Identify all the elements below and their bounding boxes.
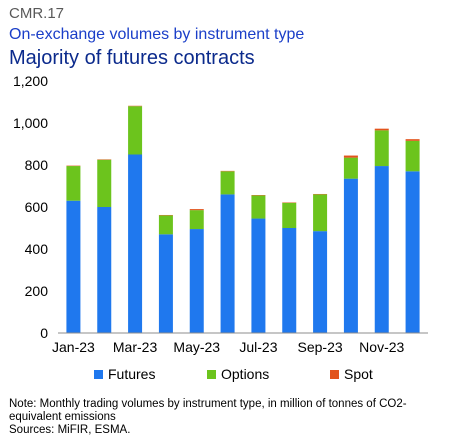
y-tick-label: 1,200 xyxy=(13,73,48,89)
bar-options-nov-23 xyxy=(374,130,389,167)
bar-futures-feb-23 xyxy=(97,207,112,333)
legend-item-futures: Futures xyxy=(94,366,155,382)
chart-legend: Futures Options Spot xyxy=(0,366,460,386)
bar-options-oct-23 xyxy=(343,157,358,179)
bar-spot-oct-23 xyxy=(343,155,358,158)
legend-swatch-spot xyxy=(330,369,339,379)
legend-label-spot: Spot xyxy=(344,366,373,382)
y-tick-label: 800 xyxy=(25,157,49,173)
bar-futures-may-23 xyxy=(189,229,204,333)
chart-code: CMR.17 xyxy=(9,5,65,22)
bar-spot-dec-23 xyxy=(405,139,420,141)
chart-title: Majority of futures contracts xyxy=(9,47,255,69)
bar-options-sep-23 xyxy=(313,194,328,232)
x-tick-label: Jan-23 xyxy=(52,339,95,355)
bar-options-jul-23 xyxy=(251,195,266,219)
y-tick-label: 0 xyxy=(40,325,48,341)
legend-item-options: Options xyxy=(207,366,269,382)
sources-text: Sources: MiFIR, ESMA. xyxy=(9,424,131,436)
y-tick-label: 600 xyxy=(25,199,49,215)
x-tick-label: Jul-23 xyxy=(239,339,277,355)
bar-futures-jul-23 xyxy=(251,218,266,333)
bar-futures-oct-23 xyxy=(343,178,358,333)
x-tick-label: May-23 xyxy=(173,339,220,355)
x-tick-label: Sep-23 xyxy=(298,339,343,355)
y-tick-label: 200 xyxy=(25,283,49,299)
bar-options-aug-23 xyxy=(282,202,297,228)
bar-futures-nov-23 xyxy=(374,166,389,333)
note-text: Note: Monthly trading volumes by instrum… xyxy=(9,398,407,423)
legend-label-options: Options xyxy=(221,366,270,382)
bar-options-jun-23 xyxy=(220,171,235,195)
x-tick-label: Nov-23 xyxy=(359,339,404,355)
chart-note: Note: Monthly trading volumes by instrum… xyxy=(9,398,449,437)
stacked-bar-chart: 0 200 400 600 800 1,000 1,200 Jan-23 Mar-23 May-2… xyxy=(13,73,428,355)
bar-futures-dec-23 xyxy=(405,171,420,333)
bar-futures-mar-23 xyxy=(128,154,143,333)
bar-options-may-23 xyxy=(189,210,204,230)
bar-options-feb-23 xyxy=(97,159,112,207)
bar-options-jan-23 xyxy=(66,166,81,201)
bar-options-apr-23 xyxy=(158,215,173,235)
bar-futures-apr-23 xyxy=(158,234,173,333)
y-tick-label: 1,000 xyxy=(13,115,48,131)
legend-swatch-futures xyxy=(94,369,103,379)
bar-futures-aug-23 xyxy=(282,228,297,333)
bar-futures-sep-23 xyxy=(313,231,328,333)
x-tick-label: Mar-23 xyxy=(113,339,158,355)
legend-swatch-options xyxy=(207,369,216,379)
bar-futures-jan-23 xyxy=(66,200,81,333)
bar-spot-may-23 xyxy=(189,209,204,211)
legend-item-spot: Spot xyxy=(330,366,373,382)
bar-options-dec-23 xyxy=(405,140,420,172)
bar-spot-nov-23 xyxy=(374,128,389,131)
legend-label-futures: Futures xyxy=(108,366,156,382)
chart-subtitle: On-exchange volumes by instrument type xyxy=(9,26,305,43)
bar-options-mar-23 xyxy=(128,106,143,155)
bar-futures-jun-23 xyxy=(220,194,235,333)
y-tick-label: 400 xyxy=(25,241,49,257)
